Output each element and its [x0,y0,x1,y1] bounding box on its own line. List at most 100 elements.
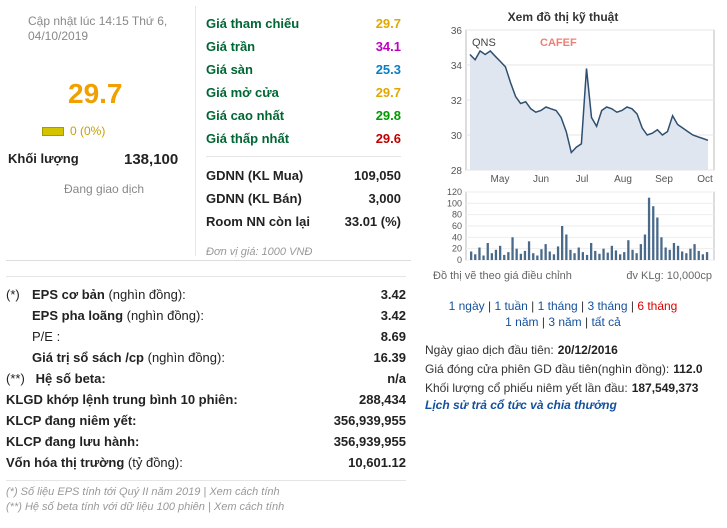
volume-bar [565,234,568,260]
x-tick-label: Jun [533,174,549,185]
financial-row: (**) Hệ số beta: n/a [6,368,406,389]
first-price-label: Giá đóng cửa phiên GD đầu tiên(nghìn đồn… [425,361,670,376]
volume-bar [676,245,680,260]
volume-bar [581,252,584,260]
range-link[interactable]: 6 tháng [637,299,678,313]
foreign-trading-row: Room NN còn lại 33.01 (%) [206,210,401,232]
price-row: Giá mở cửa 29.7 [206,81,401,103]
trading-status: Đang giao dịch [64,182,145,196]
volume-tick-label: 60 [452,221,462,231]
first-listing-volume: Khối lượng cổ phiếu niêm yết lần đầu: 18… [425,378,725,397]
volume-bar [540,249,543,260]
financial-row: KLGD khớp lệnh trung bình 10 phiên: 288,4… [6,389,406,410]
footnotes: (*) Số liệu EPS tính tới Quý II năm 2019… [6,485,284,515]
volume-tick-label: 0 [457,255,462,265]
foreign-value: 109,050 [354,167,401,183]
price-change: 0 (0%) [42,124,105,138]
price-tick-label: 32 [451,96,463,107]
financial-row: EPS pha loãng (nghìn đồng): 3.42 [6,305,406,326]
first-closing-price: Giá đóng cửa phiên GD đầu tiên(nghìn đồn… [425,359,725,378]
volume-bar [499,245,502,260]
price-label: Giá mở cửa [206,84,279,100]
volume-bar [594,250,597,260]
volume-bar [623,252,626,260]
range-link[interactable]: tất cả [591,315,621,329]
price-value: 29.7 [375,84,401,100]
foreign-trading-row: GDNN (KL Mua) 109,050 [206,164,401,186]
financial-label-main: EPS pha loãng [32,308,124,323]
footnote-marker: (**) [6,371,25,386]
financial-indicators: (*) EPS cơ bản (nghìn đồng): 3.42 EPS pha l… [6,284,406,473]
price-chart[interactable]: 36 34 32 30 28 QNS CAFEF May Jun Jul Aug Sep Oct 1201… [418,22,723,277]
volume-bar [478,247,481,260]
volume-bar [689,248,692,260]
range-link[interactable]: 1 tháng [537,299,578,313]
brand-watermark: CAFEF [540,37,577,49]
foreign-label: Room NN còn lại [206,213,311,229]
volume-bar [681,251,684,260]
financial-label: P/E : [6,329,60,344]
price-row: Giá sàn 25.3 [206,58,401,80]
range-link[interactable]: 1 năm [505,315,539,329]
volume-bar [602,248,605,260]
volume-bar [552,254,556,260]
dividend-history-link[interactable]: Lịch sử trả cổ tức và chia thưởng [425,398,617,412]
financial-row: (*) EPS cơ bản (nghìn đồng): 3.42 [6,284,406,305]
financial-label: KLCP đang lưu hành: [6,434,139,449]
range-link[interactable]: 1 tuần [494,299,528,313]
volume-tick-label: 40 [452,232,462,242]
price-area [470,51,708,170]
volume-bar [561,226,564,260]
first-date-label: Ngày giao dịch đầu tiên: [425,342,554,357]
financial-label-main: Hệ số beta: [32,371,106,386]
foreign-label: GDNN (KL Mua) [206,167,304,183]
financial-label: (**) Hệ số beta: [6,371,106,386]
volume-tick-label: 80 [452,210,462,220]
foreign-value: 3,000 [368,190,401,206]
financial-label-main: Vốn hóa thị trường [6,455,125,470]
financial-label: KLCP đang niêm yết: [6,413,137,428]
quote-panel: Cập nhật lúc 14:15 Thứ 6, 04/10/2019 29.… [6,6,411,261]
volume-bar [494,249,498,260]
current-price: 29.7 [68,78,123,109]
financial-value: 356,939,955 [333,434,406,449]
range-link[interactable]: 1 ngày [448,299,485,313]
volume-label: Khối lượng [8,151,79,166]
price-value: 29.8 [375,107,401,123]
footnote-marker: (*) [6,287,20,302]
financial-value: 10,601.12 [348,455,406,470]
volume-bar [511,237,514,260]
volume-bar [631,249,634,260]
first-date-value: 20/12/2016 [557,342,618,357]
range-link[interactable]: 3 tháng [587,299,628,313]
financial-value: 3.42 [380,287,406,302]
volume-bar [548,251,551,260]
volume-bar [656,217,659,260]
volume-bar [519,253,522,260]
volume-bar [639,244,642,260]
price-tick-label: 28 [451,166,463,177]
volume-bar [627,240,630,260]
volume-bar [536,255,539,260]
volume-bar [664,247,667,260]
range-link[interactable]: 3 năm [548,315,582,329]
volume-bar [693,244,696,260]
price-tick-label: 34 [451,61,463,72]
volume-bar [573,253,576,260]
volume-bar [635,253,638,260]
price-label: Giá tham chiếu [206,15,300,31]
financial-label-unit: (nghìn đồng): [123,308,204,323]
financial-label-main: Giá trị sổ sách /cp [32,350,144,365]
volume-bar [652,206,655,260]
ticker-label: QNS [472,37,496,49]
volume-bar [619,254,622,260]
price-unit-note: Đơn vị giá: 1000 VNĐ [206,246,313,258]
financial-value: 8.69 [380,329,406,344]
financial-row: P/E : 8.69 [6,326,406,347]
volume-bar [610,245,613,260]
chart-title[interactable]: Xem đồ thị kỹ thuật [507,10,619,24]
financial-value: 16.39 [373,350,406,365]
volume-bar [486,243,489,260]
financial-row: Vốn hóa thị trường (tỷ đồng): 10,601.12 [6,452,406,473]
volume-bar [598,253,601,260]
